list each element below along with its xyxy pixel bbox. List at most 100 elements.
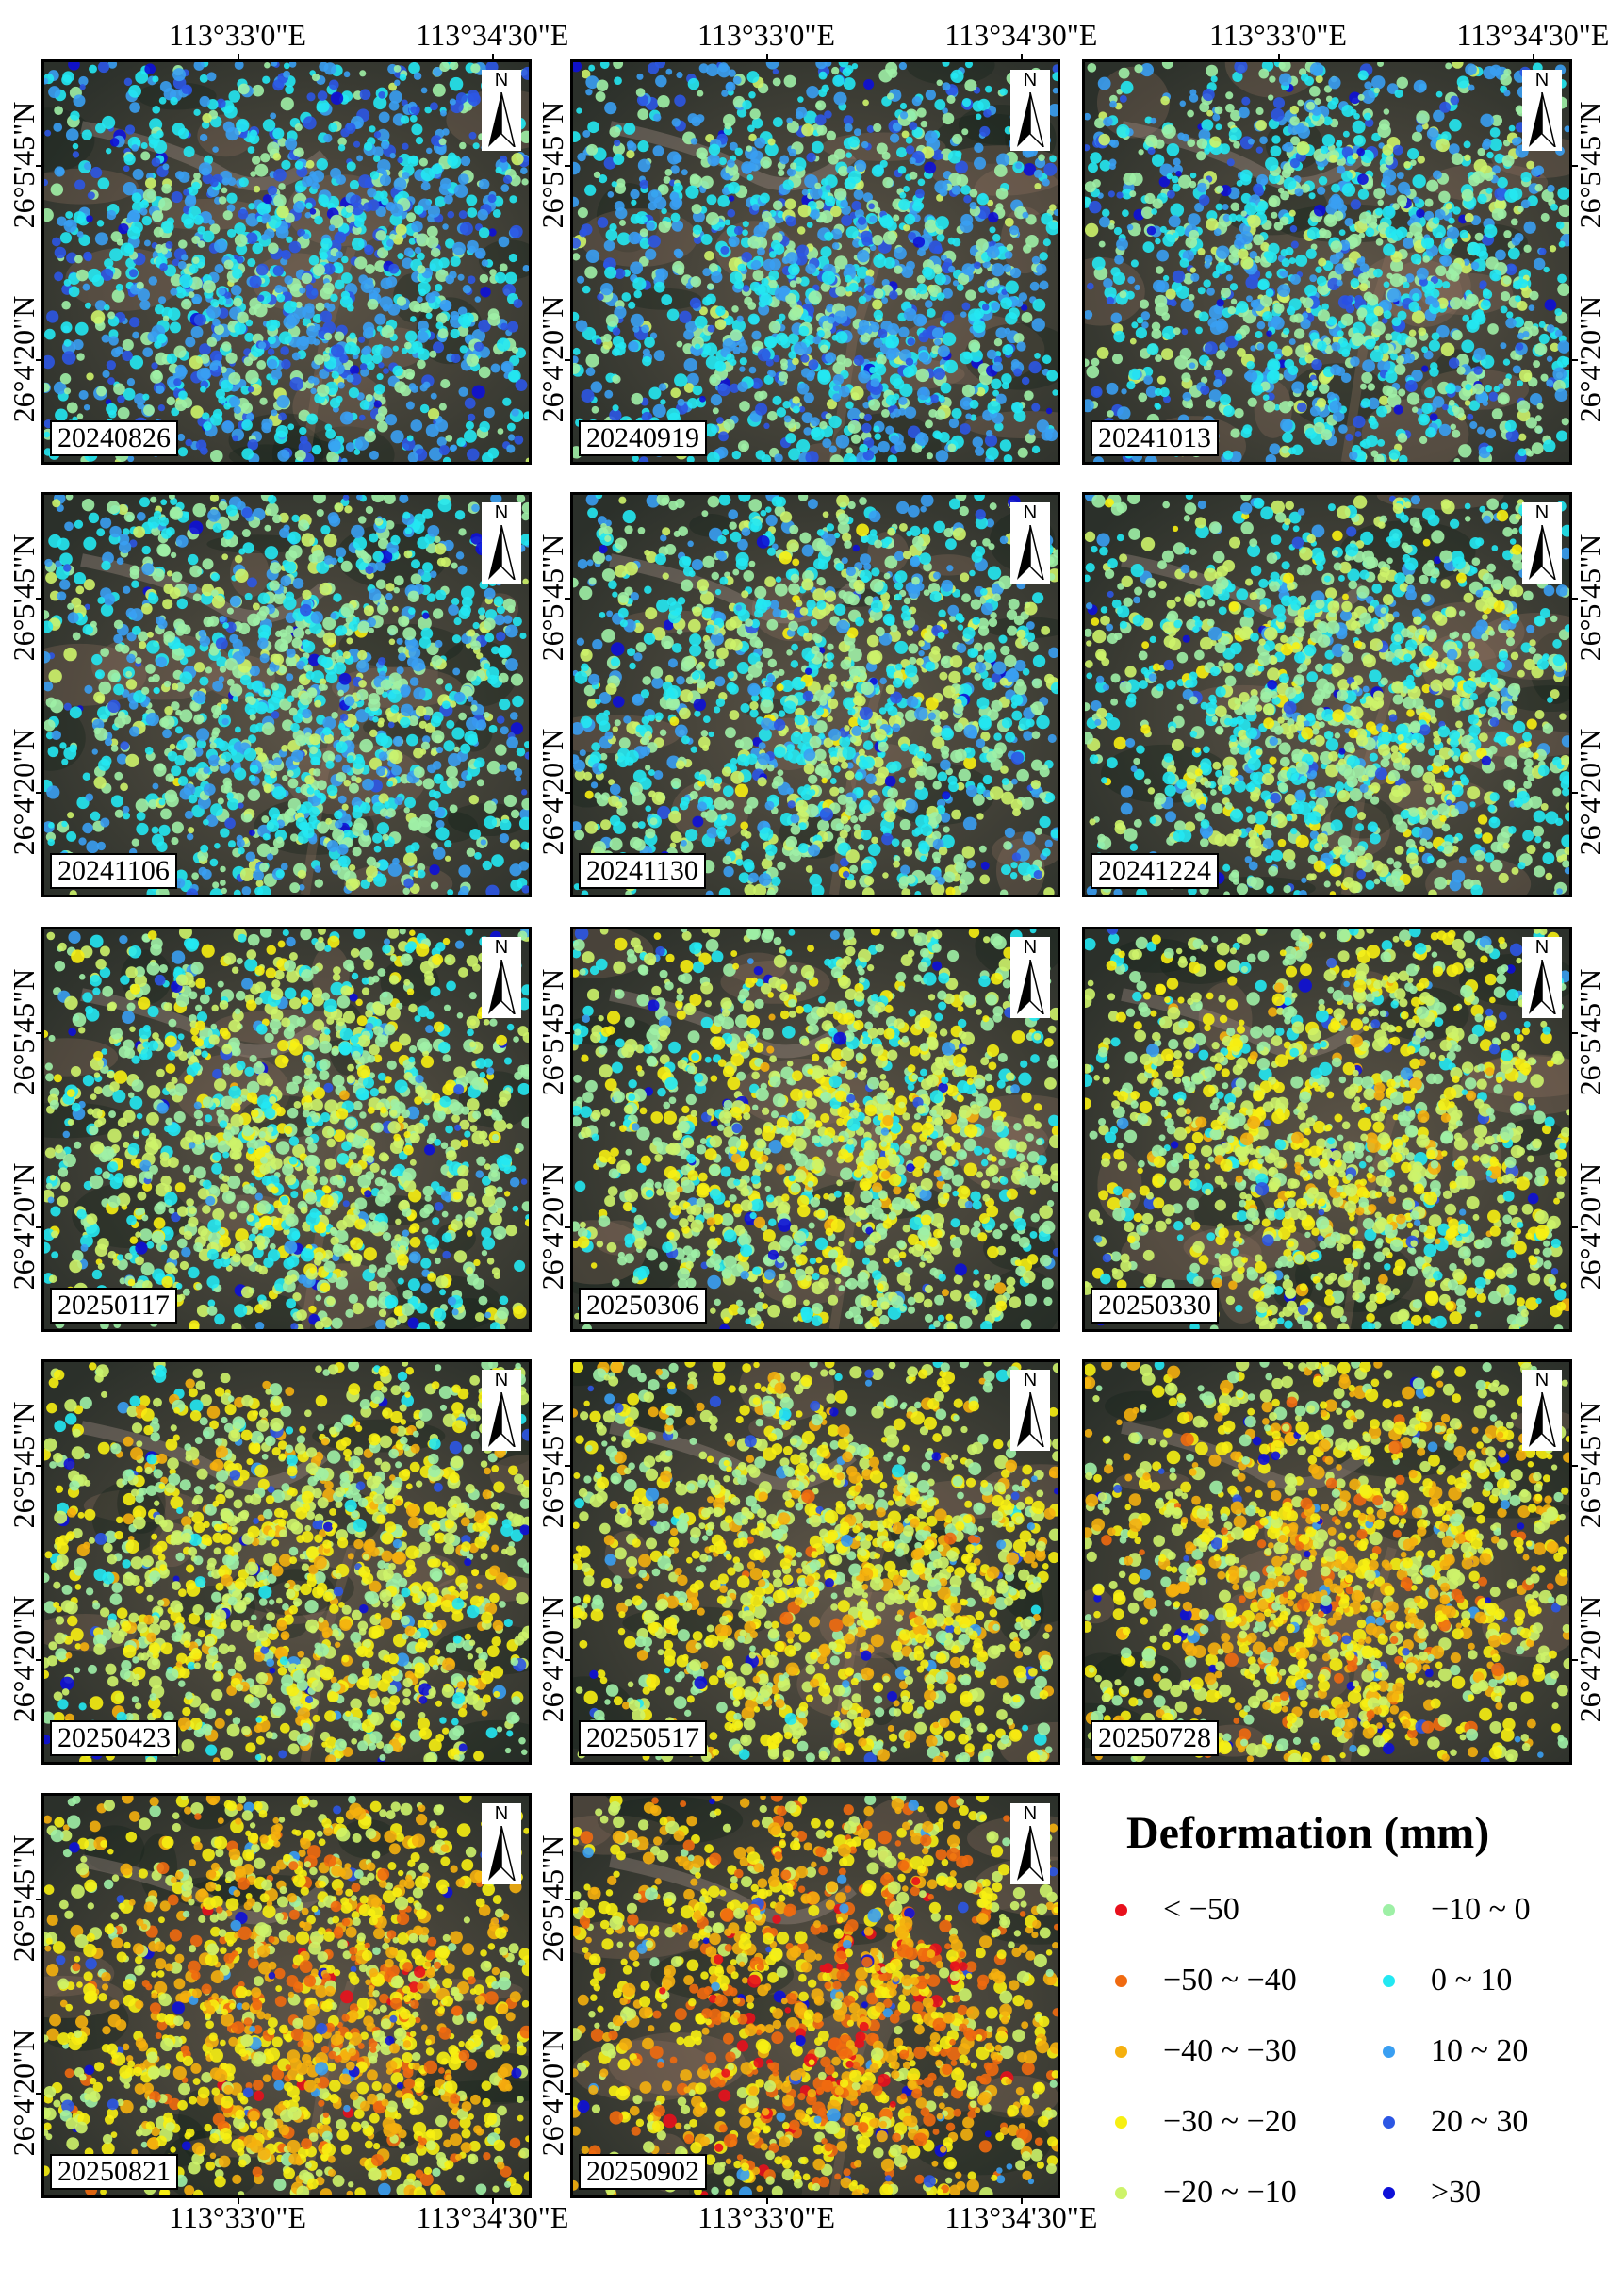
deformation-point	[1554, 329, 1563, 337]
deformation-point	[1166, 189, 1175, 199]
deformation-point	[263, 228, 275, 239]
deformation-point	[235, 568, 249, 583]
deformation-point	[83, 403, 90, 411]
deformation-point	[785, 252, 798, 265]
deformation-point	[274, 284, 284, 294]
deformation-point	[754, 137, 766, 149]
deformation-point	[120, 782, 128, 792]
deformation-point	[864, 275, 872, 283]
deformation-point	[280, 97, 294, 111]
deformation-point	[1340, 372, 1352, 384]
deformation-point	[377, 406, 388, 417]
deformation-point	[748, 366, 757, 374]
deformation-point	[430, 247, 441, 258]
deformation-point	[523, 411, 529, 420]
deformation-point	[1459, 229, 1468, 239]
deformation-point	[801, 123, 814, 137]
deformation-point	[942, 107, 948, 114]
deformation-point	[947, 265, 956, 273]
deformation-point	[788, 351, 797, 359]
deformation-point	[860, 332, 871, 343]
deformation-point	[380, 140, 390, 150]
deformation-point	[302, 176, 313, 188]
deformation-point	[1194, 202, 1205, 213]
deformation-point	[1428, 339, 1440, 352]
deformation-point	[796, 226, 806, 235]
deformation-point	[435, 312, 448, 324]
deformation-point	[408, 383, 417, 390]
deformation-point	[1327, 277, 1340, 290]
deformation-point	[835, 435, 850, 449]
deformation-point	[1442, 281, 1451, 289]
deformation-point	[1029, 281, 1040, 291]
deformation-point	[451, 241, 466, 255]
deformation-point	[138, 631, 149, 642]
deformation-point	[690, 275, 702, 288]
deformation-point	[221, 887, 227, 895]
deformation-point	[1246, 360, 1255, 370]
deformation-point	[73, 94, 86, 107]
deformation-point	[1212, 271, 1220, 279]
deformation-point	[1350, 278, 1360, 288]
deformation-point	[976, 238, 989, 252]
deformation-point	[190, 326, 204, 338]
deformation-point	[122, 338, 134, 352]
deformation-point	[199, 74, 208, 83]
deformation-point	[373, 131, 382, 139]
deformation-point	[845, 401, 854, 409]
axis-tick	[1278, 54, 1280, 59]
deformation-point	[1363, 112, 1371, 121]
deformation-point	[374, 260, 387, 272]
map-panel: N 20241013	[1082, 59, 1572, 465]
deformation-point	[705, 293, 716, 305]
map-panel: N 20240826	[41, 59, 532, 465]
deformation-point	[612, 404, 619, 412]
deformation-point	[1215, 203, 1223, 211]
deformation-point	[1541, 189, 1554, 203]
deformation-point	[385, 239, 394, 247]
deformation-point	[440, 379, 451, 389]
deformation-point	[1470, 261, 1480, 271]
deformation-point	[1213, 228, 1222, 237]
deformation-point	[72, 142, 79, 150]
deformation-point	[330, 344, 345, 358]
deformation-point	[427, 205, 441, 218]
deformation-point	[341, 255, 349, 264]
deformation-point	[1549, 245, 1557, 253]
deformation-point	[797, 204, 812, 218]
deformation-point	[1129, 190, 1137, 198]
deformation-point	[487, 308, 500, 320]
deformation-point	[106, 148, 112, 155]
deformation-point	[1378, 395, 1389, 406]
deformation-point	[1455, 354, 1469, 368]
deformation-point	[1108, 139, 1116, 147]
deformation-point	[1128, 368, 1141, 381]
deformation-point	[1222, 405, 1235, 418]
deformation-point	[863, 413, 872, 422]
deformation-point	[262, 75, 271, 84]
deformation-point	[522, 264, 529, 272]
deformation-point	[960, 311, 967, 318]
deformation-point	[1456, 75, 1469, 89]
deformation-point	[434, 283, 443, 292]
deformation-point	[108, 248, 123, 262]
deformation-point	[440, 557, 451, 567]
deformation-point	[1036, 419, 1050, 433]
deformation-point	[371, 354, 383, 364]
deformation-point	[301, 272, 313, 285]
deformation-point	[698, 152, 707, 160]
deformation-point	[788, 448, 801, 461]
deformation-point	[749, 108, 761, 120]
deformation-point	[773, 243, 785, 255]
deformation-point	[750, 377, 763, 389]
deformation-point	[48, 86, 61, 99]
deformation-point	[1512, 365, 1521, 374]
deformation-point	[637, 140, 649, 153]
deformation-point	[97, 177, 110, 189]
deformation-point	[705, 212, 720, 226]
deformation-point	[1432, 396, 1445, 408]
deformation-point	[931, 327, 943, 339]
deformation-point	[238, 177, 249, 188]
deformation-point	[1146, 225, 1156, 236]
deformation-point	[1404, 273, 1415, 283]
